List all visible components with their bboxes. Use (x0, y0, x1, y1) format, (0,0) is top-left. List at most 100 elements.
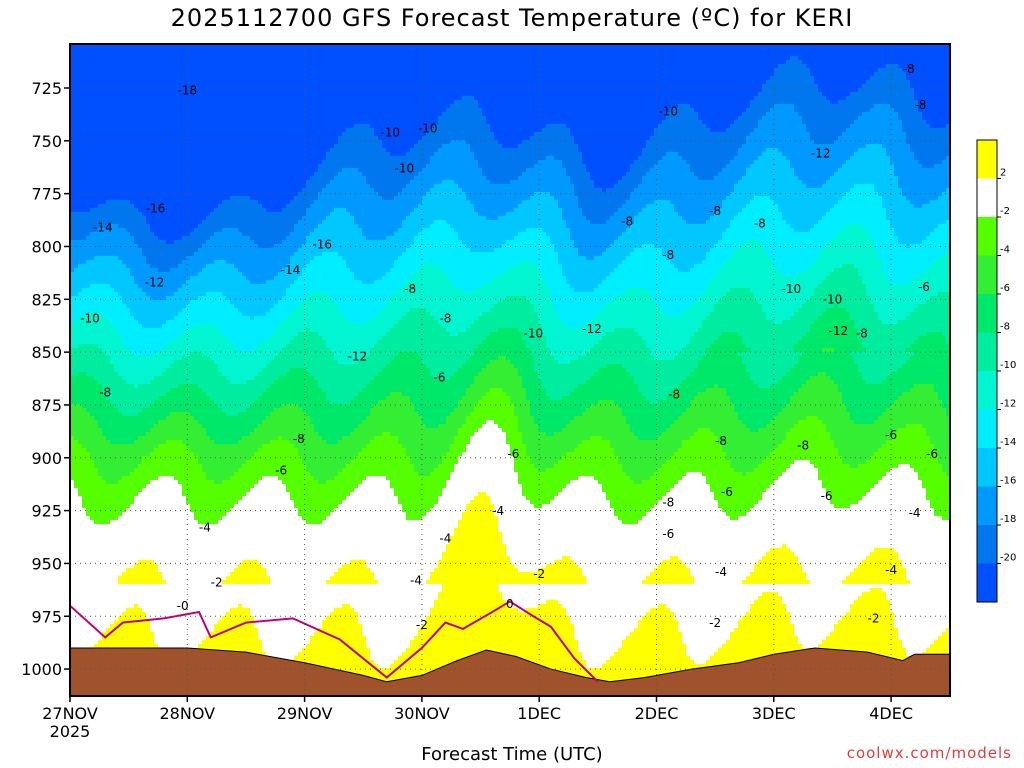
field-cell (118, 604, 123, 609)
field-cell (118, 328, 123, 333)
field-cell (162, 532, 167, 537)
field-cell (134, 424, 139, 429)
field-cell (118, 252, 123, 257)
field-cell (106, 52, 111, 57)
field-cell (186, 620, 191, 625)
field-cell (118, 368, 123, 373)
field-cell (102, 292, 107, 297)
field-cell (162, 168, 167, 173)
field-cell (178, 436, 183, 441)
field-cell (114, 632, 119, 637)
field-cell (154, 316, 159, 321)
field-cell (118, 316, 123, 321)
field-cell (114, 528, 119, 533)
field-cell (150, 432, 155, 437)
field-cell (162, 600, 167, 605)
field-cell (94, 48, 99, 53)
field-cell (174, 264, 179, 269)
field-cell (114, 468, 119, 473)
field-cell (90, 592, 95, 597)
field-cell (110, 328, 115, 333)
field-cell (78, 88, 83, 93)
field-cell (166, 408, 171, 413)
field-cell (154, 400, 159, 405)
field-cell (130, 280, 135, 285)
field-cell (106, 564, 111, 569)
field-cell (126, 340, 131, 345)
field-cell (118, 68, 123, 73)
field-cell (134, 632, 139, 637)
field-cell (170, 556, 175, 561)
field-cell (82, 380, 87, 385)
field-cell (106, 464, 111, 469)
field-cell (162, 316, 167, 321)
field-cell (98, 468, 103, 473)
field-cell (82, 468, 87, 473)
field-cell (122, 64, 127, 69)
field-cell (114, 560, 119, 565)
field-cell (94, 236, 99, 241)
field-cell (162, 396, 167, 401)
field-cell (130, 260, 135, 265)
field-cell (134, 68, 139, 73)
field-cell (94, 112, 99, 117)
field-cell (174, 404, 179, 409)
field-cell (190, 132, 195, 137)
field-cell (82, 556, 87, 561)
field-cell (126, 452, 131, 457)
field-cell (150, 552, 155, 557)
field-cell (82, 248, 87, 253)
field-cell (170, 356, 175, 361)
field-cell (102, 448, 107, 453)
field-cell (122, 172, 127, 177)
field-cell (78, 636, 83, 641)
field-cell (186, 492, 191, 497)
field-cell (154, 100, 159, 105)
field-cell (106, 196, 111, 201)
field-cell (162, 116, 167, 121)
field-cell (134, 144, 139, 149)
field-cell (174, 560, 179, 565)
field-cell (106, 76, 111, 81)
field-cell (162, 112, 167, 117)
field-cell (74, 396, 79, 401)
field-cell (146, 132, 151, 137)
field-cell (170, 48, 175, 53)
field-cell (94, 636, 99, 641)
field-cell (154, 68, 159, 73)
field-cell (138, 224, 143, 229)
field-cell (182, 568, 187, 573)
field-cell (110, 528, 115, 533)
field-cell (178, 400, 183, 405)
field-cell (158, 444, 163, 449)
field-cell (122, 268, 127, 273)
field-cell (186, 252, 191, 257)
field-cell (82, 144, 87, 149)
field-cell (130, 372, 135, 377)
field-cell (162, 340, 167, 345)
field-cell (78, 288, 83, 293)
field-cell (142, 564, 147, 569)
field-cell (182, 136, 187, 141)
field-cell (178, 388, 183, 393)
field-cell (110, 132, 115, 137)
field-cell (130, 124, 135, 129)
field-cell (150, 220, 155, 225)
field-cell (182, 144, 187, 149)
field-cell (90, 264, 95, 269)
field-cell (190, 192, 195, 197)
field-cell (166, 144, 171, 149)
field-cell (114, 72, 119, 77)
field-cell (158, 232, 163, 237)
field-cell (154, 292, 159, 297)
field-cell (190, 468, 195, 473)
field-cell (150, 588, 155, 593)
field-cell (134, 616, 139, 621)
field-cell (138, 484, 143, 489)
field-cell (162, 408, 167, 413)
field-cell (158, 352, 163, 357)
field-cell (82, 180, 87, 185)
field-cell (138, 344, 143, 349)
field-cell (166, 568, 171, 573)
field-cell (186, 136, 191, 141)
